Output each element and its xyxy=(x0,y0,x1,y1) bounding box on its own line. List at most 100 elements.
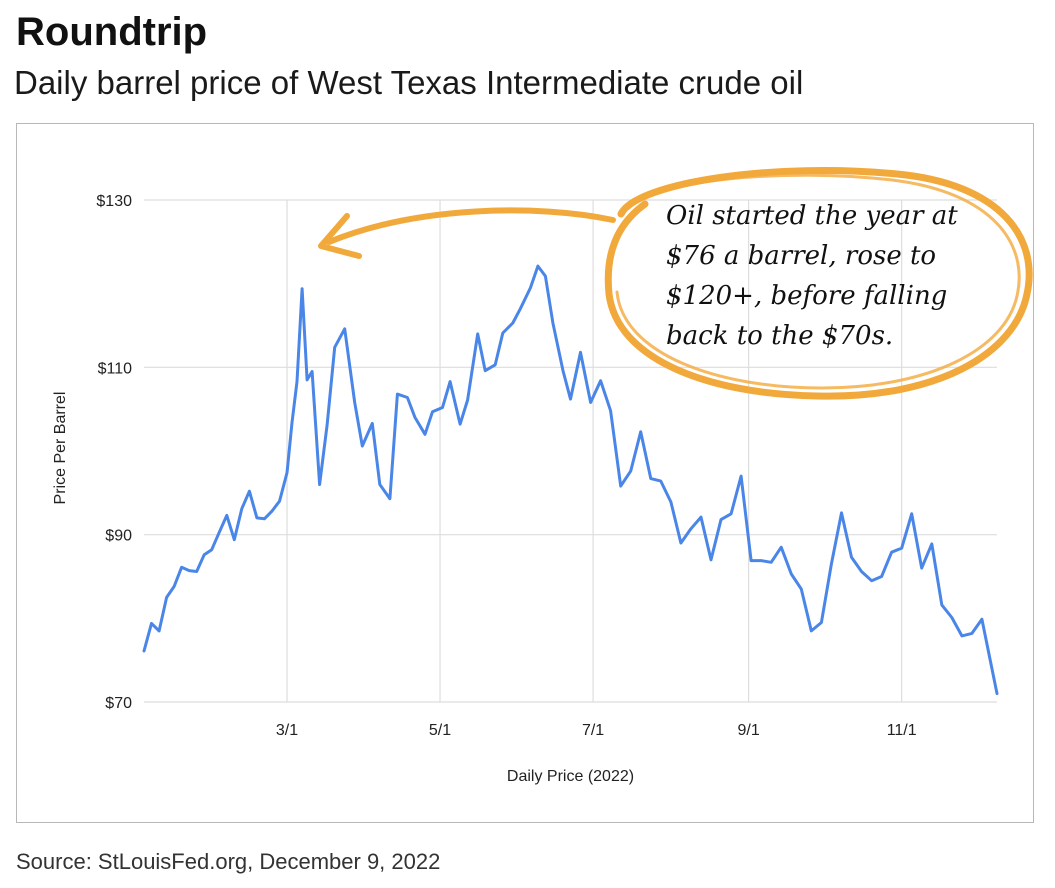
price-data-point xyxy=(519,307,522,310)
price-data-point xyxy=(900,547,903,550)
price-data-point xyxy=(599,379,602,382)
price-data-point xyxy=(150,622,153,625)
chart-frame: $70 $90 $110 $130 3/1 5/1 7/1 9/1 11/1 Daily Pric… xyxy=(16,123,1034,823)
price-data-point xyxy=(830,562,833,565)
price-data-point xyxy=(940,603,943,606)
price-data-point xyxy=(333,346,336,349)
arrow-head-icon xyxy=(318,213,362,259)
price-data-point xyxy=(306,378,309,381)
price-data-point xyxy=(840,511,843,514)
price-data-point xyxy=(589,401,592,404)
price-data-point xyxy=(296,380,299,383)
price-data-point xyxy=(980,618,983,621)
price-data-point xyxy=(195,570,198,573)
price-data-point xyxy=(536,265,539,268)
price-data-point xyxy=(579,351,582,354)
price-data-point xyxy=(158,629,161,632)
price-data-point xyxy=(880,575,883,578)
price-data-point xyxy=(278,500,281,503)
price-data-point xyxy=(494,363,497,366)
price-data-point xyxy=(188,569,191,572)
price-data-point xyxy=(431,410,434,413)
handwritten-annotation: Oil started the year at $76 a barrel, ro… xyxy=(666,201,958,351)
price-data-point xyxy=(700,516,703,519)
price-data-point xyxy=(484,369,487,372)
chart-title: Roundtrip xyxy=(16,10,208,54)
price-data-point xyxy=(173,585,176,588)
price-data-point xyxy=(301,287,304,290)
price-data-point xyxy=(569,398,572,401)
price-data-point xyxy=(960,634,963,637)
price-data-point xyxy=(870,579,873,582)
line-chart: $70 $90 $110 $130 3/1 5/1 7/1 9/1 11/1 Daily Pric… xyxy=(52,167,1033,785)
x-tick-label: 9/1 xyxy=(738,722,760,739)
price-data-point xyxy=(996,692,999,695)
price-data-point xyxy=(930,542,933,545)
price-data-point xyxy=(388,497,391,500)
price-data-point xyxy=(343,327,346,330)
price-data-point xyxy=(760,559,763,562)
price-data-point xyxy=(449,380,452,383)
x-tick-label: 3/1 xyxy=(276,722,298,739)
price-data-point xyxy=(424,433,427,436)
price-data-point xyxy=(750,559,753,562)
price-data-point xyxy=(396,393,399,396)
price-data-point xyxy=(740,475,743,478)
price-data-point xyxy=(970,632,973,635)
price-data-point xyxy=(378,483,381,486)
price-data-point xyxy=(551,322,554,325)
annotation-circle-inner xyxy=(615,173,1021,390)
price-data-point xyxy=(860,570,863,573)
price-data-point xyxy=(659,480,662,483)
price-data-point xyxy=(639,430,642,433)
price-data-point xyxy=(850,556,853,559)
chart-subtitle: Daily barrel price of West Texas Interme… xyxy=(14,64,804,101)
price-data-point xyxy=(800,588,803,591)
y-axis-label: Price Per Barrel xyxy=(52,392,69,505)
price-data-point xyxy=(318,483,321,486)
price-data-point xyxy=(203,553,206,556)
price-data-point xyxy=(790,573,793,576)
price-data-point xyxy=(950,616,953,619)
price-data-point xyxy=(501,332,504,335)
price-data-point xyxy=(511,322,514,325)
x-tick-label: 7/1 xyxy=(582,722,604,739)
price-data-point xyxy=(441,406,444,409)
price-data-point xyxy=(890,551,893,554)
price-data-point xyxy=(562,369,565,372)
price-data-point xyxy=(730,512,733,515)
price-data-point xyxy=(529,286,532,289)
price-series-line xyxy=(142,264,999,696)
x-tick-label: 11/1 xyxy=(887,722,917,739)
price-data-point xyxy=(770,561,773,564)
price-data-point xyxy=(263,517,266,520)
price-data-point xyxy=(619,485,622,488)
price-data-point xyxy=(649,477,652,480)
price-data-point xyxy=(225,514,228,517)
price-data-point xyxy=(180,566,183,569)
annotation-circle xyxy=(604,167,1033,400)
price-data-point xyxy=(291,421,294,424)
price-data-point xyxy=(544,275,547,278)
price-data-point xyxy=(240,507,243,510)
price-data-point xyxy=(248,490,251,493)
price-data-point xyxy=(218,531,221,534)
price-data-point xyxy=(414,416,417,419)
price-data-point xyxy=(629,470,632,473)
price-data-point xyxy=(371,422,374,425)
y-tick-label: $90 xyxy=(105,528,132,545)
price-data-point xyxy=(143,650,146,653)
price-data-point xyxy=(720,518,723,521)
price-data-point xyxy=(476,332,479,335)
source-note: Source: StLouisFed.org, December 9, 2022 xyxy=(16,849,441,874)
price-data-point xyxy=(466,399,469,402)
price-data-point xyxy=(459,423,462,426)
price-data-point xyxy=(311,370,314,373)
price-data-point xyxy=(326,424,329,427)
x-tick-label: 5/1 xyxy=(429,722,451,739)
price-data-point xyxy=(780,546,783,549)
y-tick-label: $70 xyxy=(105,695,132,712)
price-data-point xyxy=(910,512,913,515)
price-data-point xyxy=(255,516,258,519)
price-data-point xyxy=(361,445,364,448)
